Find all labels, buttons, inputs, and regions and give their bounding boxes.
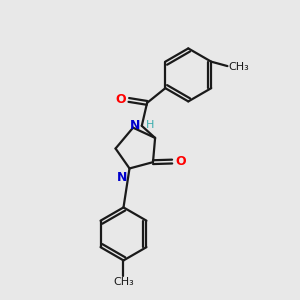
Text: CH₃: CH₃ — [229, 62, 249, 72]
Text: O: O — [175, 155, 186, 168]
Text: N: N — [117, 171, 127, 184]
Text: H: H — [146, 120, 154, 130]
Text: O: O — [116, 93, 127, 106]
Text: CH₃: CH₃ — [113, 278, 134, 287]
Text: N: N — [130, 119, 140, 132]
